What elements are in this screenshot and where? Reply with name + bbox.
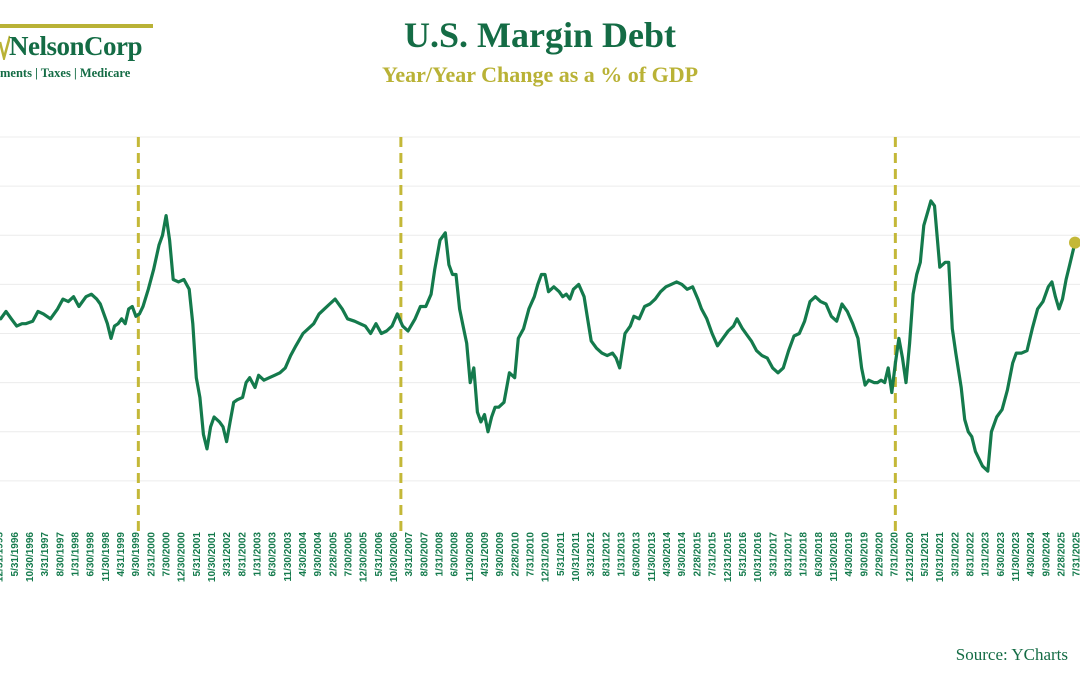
x-tick-label: 7/30/2005 (344, 532, 355, 577)
x-tick-label: 11/30/2023 (1011, 532, 1022, 582)
x-tick-label: 10/31/2021 (935, 532, 946, 582)
x-tick-label: 9/30/2019 (859, 532, 870, 577)
x-tick-label: 9/30/1999 (131, 532, 142, 577)
logo-check-icon (0, 35, 10, 60)
x-tick-label: 1/31/2013 (617, 532, 628, 577)
x-tick-label: 4/30/2019 (844, 532, 855, 577)
nelsoncorp-logo: NelsonCorp ments | Taxes | Medicare (0, 24, 155, 84)
chart-title: U.S. Margin Debt (404, 15, 676, 55)
x-tick-label: 12/31/2010 (541, 532, 552, 582)
x-tick-label: 10/31/2011 (571, 532, 582, 582)
x-tick-label: 8/30/2007 (419, 532, 430, 577)
x-tick-label: 2/31/2000 (146, 532, 157, 577)
x-tick-label: 6/30/2008 (450, 532, 461, 577)
logo-name: NelsonCorp (9, 31, 143, 61)
x-tick-label: 3/31/1997 (40, 532, 51, 577)
x-tick-label: 8/31/2022 (965, 532, 976, 577)
series-line (0, 199, 1077, 473)
peak-markers (136, 137, 897, 535)
x-tick-label: 4/30/2004 (298, 532, 309, 577)
x-tick-label: 7/31/2025 (1072, 532, 1080, 577)
x-tick-label: 12/31/1995 (0, 532, 6, 582)
x-tick-label: 3/31/2017 (768, 532, 779, 577)
x-tick-label: 10/30/1996 (25, 532, 36, 582)
x-tick-label: 2/28/2025 (1056, 532, 1067, 577)
x-tick-label: 1/31/2018 (799, 532, 810, 577)
x-tick-label: 3/31/2022 (950, 532, 961, 577)
x-tick-label: 3/31/2012 (586, 532, 597, 577)
x-tick-label: 7/31/2015 (708, 532, 719, 577)
x-tick-label: 12/31/2015 (723, 532, 734, 582)
x-tick-label: 10/30/2001 (207, 532, 218, 582)
x-tick-label: 7/31/2010 (526, 532, 537, 577)
logo-tagline: ments | Taxes | Medicare (0, 66, 131, 80)
grid-lines (0, 136, 1080, 482)
x-tick-label: 1/31/2008 (435, 532, 446, 577)
x-tick-label: 12/30/2000 (177, 532, 188, 582)
x-tick-label: 8/31/2002 (237, 532, 248, 577)
x-tick-label: 6/30/2013 (632, 532, 643, 577)
x-tick-label: 9/30/2014 (677, 532, 688, 577)
x-tick-label: 2/29/2020 (874, 532, 885, 577)
last-value-dot (1069, 236, 1080, 249)
x-tick-label: 8/31/2012 (601, 532, 612, 577)
logo-accent-bar (0, 24, 153, 28)
x-tick-label: 5/31/2001 (192, 532, 203, 577)
chart-subtitle: Year/Year Change as a % of GDP (381, 62, 699, 87)
x-tick-label: 2/28/2015 (692, 532, 703, 577)
x-tick-label: 9/30/2004 (313, 532, 324, 577)
x-tick-label: 6/30/2023 (996, 532, 1007, 577)
x-tick-label: 5/31/2016 (738, 532, 749, 577)
x-tick-label: 11/30/2003 (283, 532, 294, 582)
x-tick-label: 3/31/2007 (404, 532, 415, 577)
source-note: Source: YCharts (955, 645, 1068, 664)
x-tick-label: 3/31/2002 (222, 532, 233, 577)
x-tick-label: 2/28/2005 (328, 532, 339, 577)
x-tick-label: 11/30/2013 (647, 532, 658, 582)
x-tick-label: 1/31/2003 (253, 532, 264, 577)
x-tick-label: 8/31/2017 (783, 532, 794, 577)
x-tick-label: 8/30/1997 (55, 532, 66, 577)
x-tick-label: 6/30/2003 (268, 532, 279, 577)
x-tick-label: 4/31/2009 (480, 532, 491, 577)
x-tick-label: 1/31/2023 (981, 532, 992, 577)
x-tick-label: 11/30/1998 (101, 532, 112, 582)
x-tick-label: 5/31/2021 (920, 532, 931, 577)
x-tick-label: 4/30/2024 (1026, 532, 1037, 577)
x-tick-label: 9/30/2024 (1041, 532, 1052, 577)
x-tick-label: 4/31/1999 (116, 532, 127, 577)
x-tick-label: 1/31/1998 (70, 532, 81, 577)
x-tick-label: 12/30/2005 (359, 532, 370, 582)
x-tick-label: 6/30/2018 (814, 532, 825, 577)
x-tick-label: 11/30/2018 (829, 532, 840, 582)
x-tick-label: 11/30/2008 (465, 532, 476, 582)
x-tick-label: 5/31/2011 (556, 532, 567, 576)
x-tick-label: 9/30/2009 (495, 532, 506, 577)
x-tick-label: 4/30/2014 (662, 532, 673, 577)
x-tick-label: 10/30/2006 (389, 532, 400, 582)
x-tick-label: 10/31/2016 (753, 532, 764, 582)
x-tick-label: 7/30/2000 (161, 532, 172, 577)
x-tick-label: 2/28/2010 (510, 532, 521, 577)
x-tick-label: 6/30/1998 (86, 532, 97, 577)
x-tick-label: 5/31/2006 (374, 532, 385, 577)
x-tick-label: 12/31/2020 (905, 532, 916, 582)
x-tick-label: 5/31/1996 (10, 532, 21, 577)
x-tick-label: 7/31/2020 (890, 532, 901, 577)
series-layer (0, 199, 1080, 473)
x-axis-tick-labels: 12/31/1995 5/31/1996 10/30/1996 3/31/1997 8/… (0, 532, 1080, 582)
